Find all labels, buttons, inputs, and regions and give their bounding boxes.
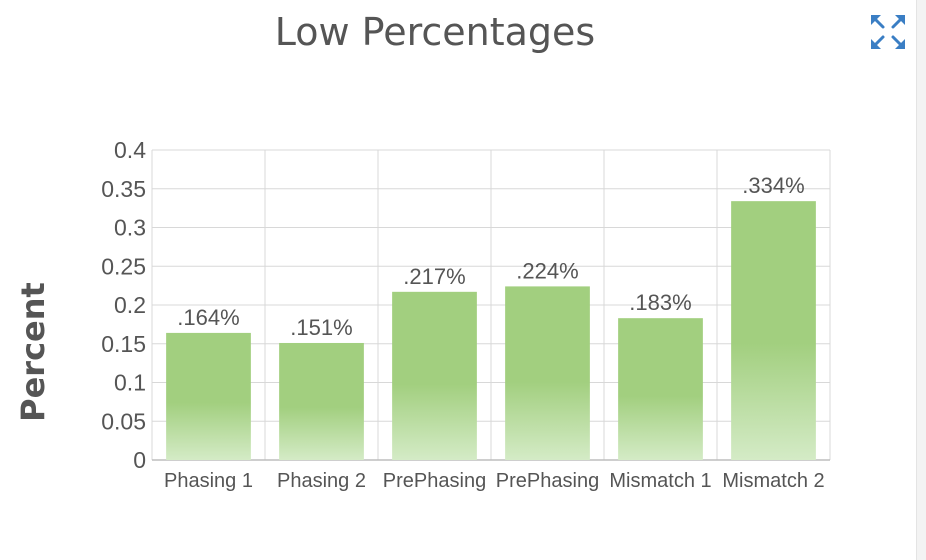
bar[interactable]	[166, 332, 251, 460]
x-tick-label: Mismatch 1	[609, 470, 711, 492]
y-tick-label: 0.35	[101, 176, 146, 202]
expand-arrows-icon	[871, 15, 905, 49]
x-tick-label: Phasing 1	[164, 470, 253, 492]
y-axis-label: Percent	[14, 282, 52, 422]
bar[interactable]	[279, 342, 364, 460]
x-tick-label: Mismatch 2	[722, 470, 824, 492]
y-tick-label: 0.4	[114, 137, 146, 163]
data-label: .334%	[742, 173, 804, 198]
y-tick-label: 0.1	[114, 370, 146, 396]
x-tick-label: PrePhasing	[496, 470, 599, 492]
data-label: .183%	[629, 290, 691, 315]
data-label: .224%	[516, 258, 578, 283]
bar[interactable]	[618, 318, 703, 460]
y-tick-label: 0	[133, 447, 146, 473]
data-label: .151%	[290, 315, 352, 340]
chart-title: Low Percentages	[274, 10, 596, 54]
y-tick-label: 0.25	[101, 253, 146, 279]
y-tick-label: 0.2	[114, 292, 146, 318]
y-tick-label: 0.3	[114, 215, 146, 241]
data-label: .217%	[403, 264, 465, 289]
bar[interactable]	[505, 286, 590, 460]
data-label: .164%	[177, 305, 239, 330]
x-tick-label: PrePhasing	[383, 470, 486, 492]
x-tick-label: Phasing 2	[277, 470, 366, 492]
bar[interactable]	[731, 201, 816, 460]
window-edge	[916, 0, 926, 560]
bar[interactable]	[392, 291, 477, 460]
y-tick-label: 0.15	[101, 331, 146, 357]
y-tick-label: 0.05	[101, 408, 146, 434]
expand-button[interactable]	[868, 12, 908, 52]
